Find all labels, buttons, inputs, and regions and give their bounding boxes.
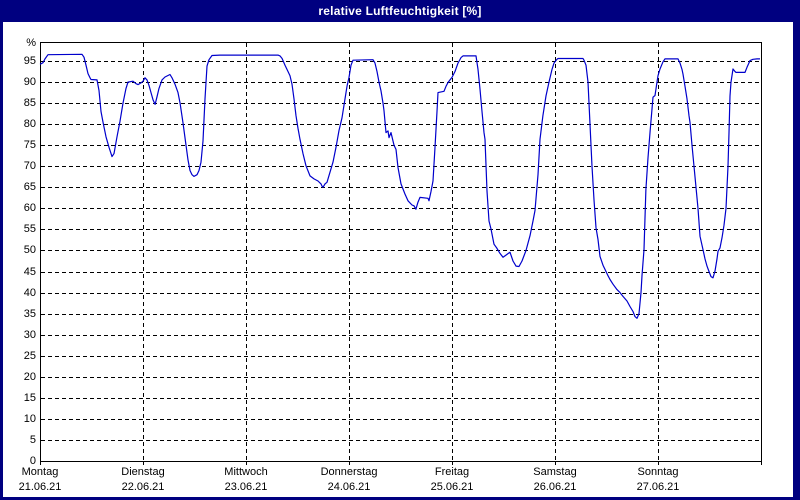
y-axis-tick-label: 50 [23,244,36,256]
x-axis-day-label: Mittwoch [224,466,268,478]
x-axis-day-label: Freitag [434,466,470,478]
y-axis-tick-label: 65 [23,181,36,193]
y-axis-tick-label: 55 [23,223,36,235]
title-bar: relative Luftfeuchtigkeit [%] [0,0,800,22]
x-axis-day-label: Dienstag [121,466,165,478]
x-axis-date-label: 24.06.21 [327,481,371,493]
x-axis-day-label: Donnerstag [320,466,378,478]
y-axis-tick-label: 0 [29,455,36,467]
y-axis-tick-label: 15 [23,392,36,404]
y-axis-tick-label: 10 [23,413,36,425]
plot-frame [40,42,762,462]
y-axis-tick-label: 95 [23,55,36,67]
y-axis-unit-label: % [26,37,36,49]
humidity-line [39,53,760,319]
chart-background [3,22,793,497]
y-axis-tick-label: 45 [23,266,36,278]
x-axis-date-label: 26.06.21 [533,481,577,493]
y-axis-tick-label: 85 [23,97,36,109]
y-axis-tick-label: 75 [23,139,36,151]
y-axis-tick-label: 70 [23,160,36,172]
y-axis-tick-label: 30 [23,329,36,341]
x-axis-date-label: 27.06.21 [636,481,680,493]
y-axis-tick-label: 25 [23,350,36,362]
y-axis-tick-label: 5 [29,434,36,446]
chart-title: relative Luftfeuchtigkeit [%] [318,4,482,18]
y-axis-tick-label: 90 [23,76,36,88]
y-axis-tick-label: 35 [23,308,36,320]
x-axis-date-label: 23.06.21 [224,481,268,493]
x-axis-day-label: Montag [21,466,59,478]
y-axis-tick-label: 60 [23,202,36,214]
x-axis-day-label: Sonntag [637,466,679,478]
x-axis-day-label: Samstag [533,466,577,478]
x-axis-date-label: 25.06.21 [430,481,474,493]
y-axis-tick-label: 80 [23,118,36,130]
x-axis-date-label: 22.06.21 [121,481,165,493]
x-axis-date-label: 21.06.21 [18,481,62,493]
y-axis-tick-label: 20 [23,371,36,383]
y-axis-tick-label: 40 [23,287,36,299]
